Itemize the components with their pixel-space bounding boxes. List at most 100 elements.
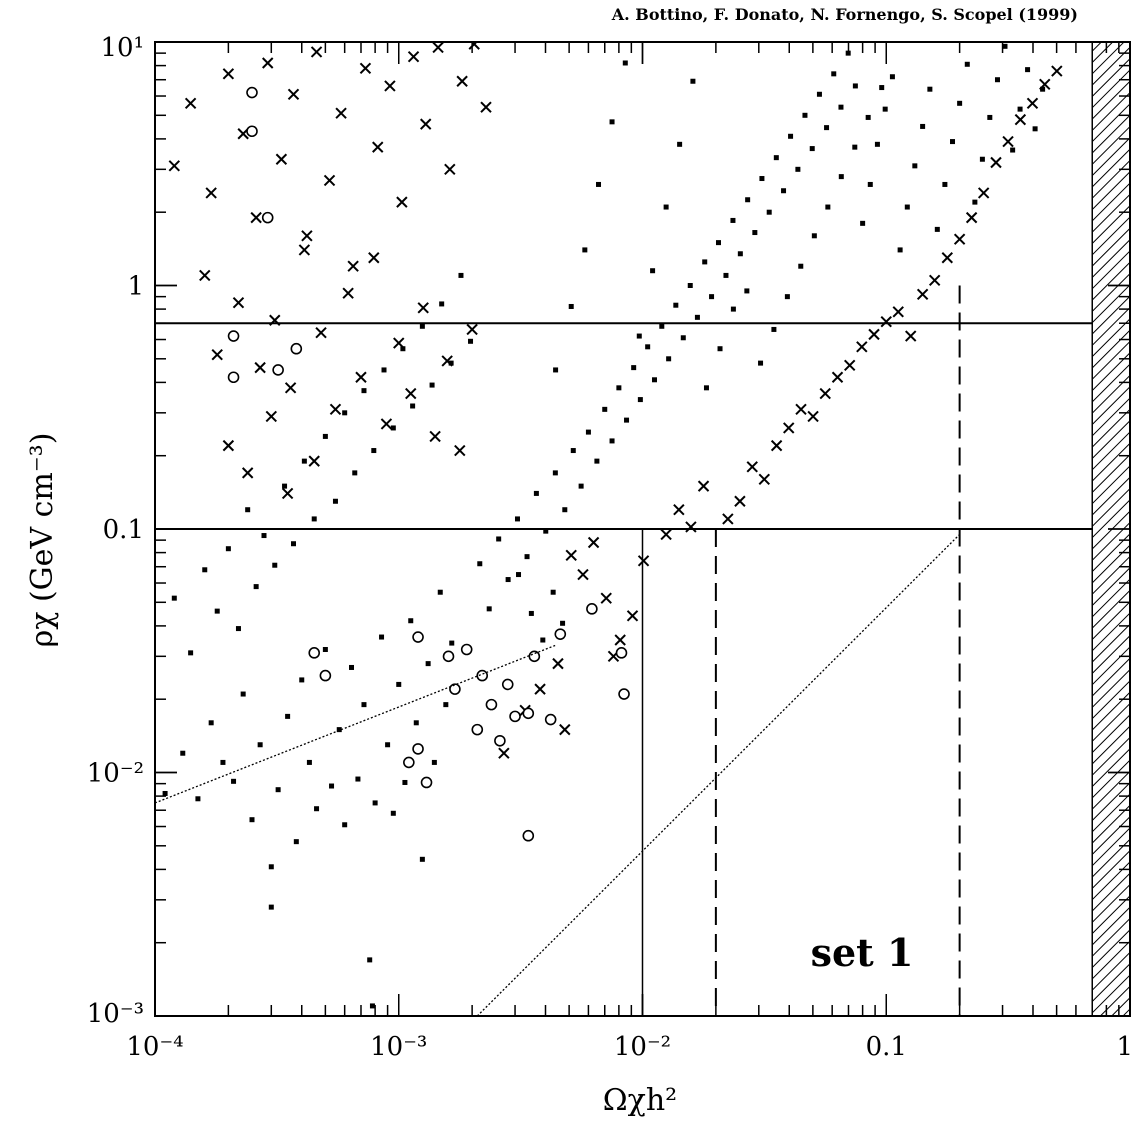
y-tick-label: 10⁻³ (87, 999, 144, 1029)
square-marker-point (838, 174, 844, 180)
set-label: set 1 (811, 930, 914, 975)
square-marker-point (811, 233, 817, 239)
x-marker-stroke (355, 371, 367, 383)
square-marker-point (381, 367, 387, 373)
square-marker-point (616, 385, 622, 391)
x-marker-stroke (301, 230, 313, 242)
circle-marker-point (471, 723, 484, 736)
x-marker-point (892, 306, 904, 318)
x-marker-point (355, 371, 367, 383)
dotted-diagonal-line (155, 644, 556, 804)
circle-marker-point (246, 86, 258, 99)
x-marker-stroke (480, 101, 492, 113)
x-marker-point (498, 747, 510, 759)
square-marker-point (400, 346, 406, 352)
x-marker-stroke (953, 233, 966, 245)
circle-marker-point (586, 603, 598, 615)
x-marker-stroke (456, 75, 468, 87)
square-marker-point (257, 742, 263, 748)
x-marker-stroke (315, 326, 327, 339)
square-marker-point (486, 606, 492, 612)
x-marker-point (396, 196, 408, 208)
square-marker-point (730, 306, 736, 312)
x-marker-point (577, 568, 589, 581)
x-marker-stroke (359, 62, 372, 74)
circle-marker-point (554, 628, 567, 640)
x-marker-point (722, 513, 734, 525)
square-marker-point (934, 226, 940, 232)
square-marker-point (402, 779, 408, 785)
circle-marker-point (522, 829, 535, 842)
square-marker-point (852, 144, 858, 150)
x-marker-stroke (807, 410, 819, 423)
square-marker-point (458, 272, 464, 278)
square-marker-point (709, 294, 715, 300)
circle-marker-point (442, 650, 455, 663)
x-marker-point (905, 330, 917, 342)
x-marker-point (454, 444, 466, 457)
square-marker-point (781, 188, 787, 194)
square-marker-point (261, 533, 267, 539)
x-marker-stroke (205, 187, 217, 199)
x-marker-stroke (380, 418, 393, 430)
square-marker-point (552, 470, 558, 476)
square-marker-point (795, 166, 801, 172)
square-marker-point (831, 71, 837, 77)
x-marker-stroke (441, 355, 453, 367)
circle-marker-point (618, 688, 630, 700)
square-marker-point (516, 572, 522, 578)
square-marker-point (468, 338, 474, 344)
x-marker-stroke (928, 274, 941, 287)
x-marker-point (746, 461, 758, 473)
circle-marker-point (261, 211, 274, 224)
x-marker-point (335, 107, 347, 119)
square-marker-point (694, 314, 700, 320)
x-marker-stroke (722, 513, 734, 525)
plot-frame (154, 41, 1131, 1017)
square-marker-point (964, 61, 970, 67)
square-marker-point (390, 810, 396, 816)
square-marker-point (413, 720, 419, 726)
square-marker-point (249, 817, 255, 823)
x-marker-point (308, 455, 320, 467)
x-marker-stroke (697, 480, 710, 492)
x-marker-stroke (466, 323, 478, 336)
square-marker-point (448, 360, 454, 366)
square-marker-point (825, 204, 831, 210)
square-marker-point (809, 146, 815, 152)
x-marker-point (301, 230, 313, 242)
square-marker-point (311, 516, 317, 522)
square-marker-point (788, 133, 794, 139)
x-marker-point (480, 101, 492, 113)
x-marker-stroke (265, 410, 278, 423)
square-marker-point (680, 335, 686, 341)
x-marker-point (843, 359, 856, 372)
circle-marker-point (290, 342, 303, 355)
square-marker-point (477, 561, 483, 567)
square-marker-point (622, 60, 628, 66)
circle-marker-point (272, 364, 284, 376)
square-marker-point (361, 702, 367, 708)
square-marker-point (1002, 43, 1008, 49)
square-marker-point (540, 637, 546, 643)
square-marker-point (202, 567, 208, 573)
x-marker-point (199, 269, 211, 282)
x-marker-stroke (308, 455, 320, 467)
x-marker-stroke (758, 473, 771, 486)
square-marker-point (268, 904, 274, 910)
square-marker-point (1040, 86, 1046, 92)
square-marker-point (214, 608, 220, 614)
square-marker-point (322, 646, 328, 652)
x-marker-stroke (368, 252, 380, 264)
square-marker-point (874, 141, 880, 147)
x-marker-point (637, 555, 650, 567)
square-marker-point (439, 301, 445, 307)
square-marker-point (396, 681, 402, 687)
square-marker-point (773, 155, 779, 161)
square-marker-point (766, 209, 772, 215)
square-marker-point (838, 104, 844, 110)
square-marker-point (272, 562, 278, 568)
x-marker-point (928, 274, 941, 287)
square-marker-point (275, 787, 281, 793)
circle-marker-point (615, 647, 628, 659)
